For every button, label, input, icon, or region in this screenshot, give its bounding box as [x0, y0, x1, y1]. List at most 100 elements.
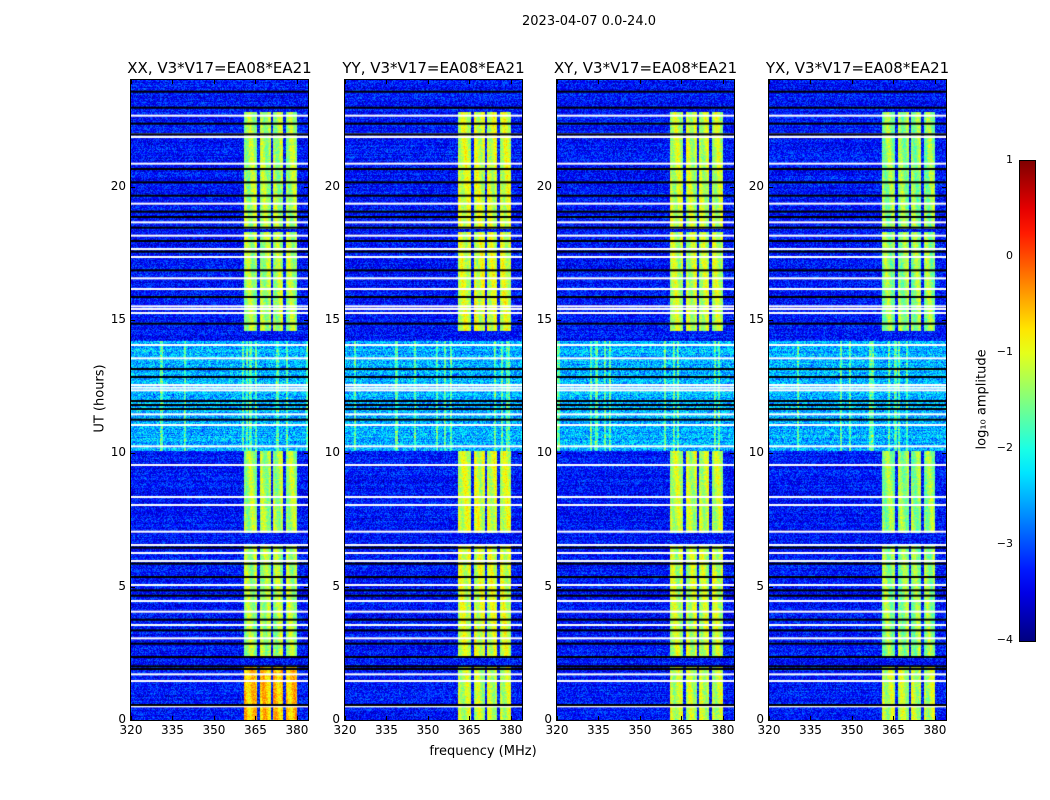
colorbar-label: log₁₀ amplitude [974, 349, 990, 450]
y-tick-label: 15 [748, 312, 764, 326]
x-tick-mark [934, 80, 936, 84]
x-tick-mark [345, 80, 346, 84]
colorbar-tick-label: 1 [1006, 153, 1013, 166]
y-tick-label: 0 [332, 712, 340, 726]
x-tick-label: 335 [799, 723, 822, 737]
x-tick-mark [769, 80, 770, 84]
x-tick-mark [557, 716, 558, 720]
x-tick-mark [681, 80, 683, 84]
x-tick-mark [213, 716, 215, 720]
y-tick-mark [518, 320, 522, 321]
x-tick-mark [131, 716, 132, 720]
y-tick-mark [304, 320, 308, 321]
x-tick-label: 335 [161, 723, 184, 737]
y-tick-mark [942, 720, 946, 721]
x-tick-label: 380 [285, 723, 309, 737]
y-tick-mark [131, 320, 135, 321]
y-tick-label: 5 [756, 578, 764, 593]
y-tick-mark [769, 453, 773, 455]
y-tick-mark [942, 453, 946, 455]
y-tick-mark [345, 453, 349, 455]
y-tick-label: 5 [118, 578, 126, 593]
x-tick-label: 365 [882, 723, 905, 737]
figure-title: 2023-04-07 0.0-24.0 [522, 14, 656, 29]
y-tick-mark [730, 186, 734, 188]
x-tick-mark [469, 716, 471, 720]
y-tick-mark [557, 720, 561, 721]
spectrogram-panel [344, 79, 523, 721]
x-tick-label: 350 [840, 723, 864, 737]
x-tick-mark [934, 716, 936, 720]
y-tick-mark [942, 320, 946, 321]
x-tick-mark [639, 80, 641, 84]
y-tick-label: 10 [110, 445, 126, 460]
x-tick-mark [681, 716, 683, 720]
x-tick-mark [296, 80, 298, 84]
x-tick-label: 335 [587, 723, 610, 737]
x-tick-label: 335 [375, 723, 398, 737]
y-tick-label: 15 [110, 312, 126, 326]
x-tick-mark [639, 716, 641, 720]
panel-title: XX, V3*V17=EA08*EA21 [127, 59, 312, 77]
spectrogram-panel [556, 79, 735, 721]
y-tick-mark [557, 186, 561, 188]
x-tick-label: 380 [923, 723, 947, 737]
x-tick-label: 320 [119, 723, 143, 737]
x-tick-mark [345, 716, 346, 720]
colorbar-tick-label: −4 [996, 633, 1013, 646]
y-tick-mark [518, 720, 522, 721]
y-tick-mark [942, 586, 946, 588]
y-tick-mark [518, 586, 522, 588]
y-tick-mark [304, 586, 308, 588]
x-tick-mark [722, 716, 724, 720]
x-tick-mark [255, 716, 257, 720]
spectrogram-panel [130, 79, 309, 721]
x-tick-label: 320 [333, 723, 357, 737]
x-tick-label: 350 [202, 723, 226, 737]
x-tick-mark [893, 80, 895, 84]
y-tick-mark [345, 586, 349, 588]
x-tick-label: 350 [416, 723, 440, 737]
y-tick-label: 0 [118, 712, 126, 726]
y-axis-label: UT (hours) [92, 364, 108, 433]
x-tick-label: 365 [244, 723, 267, 737]
y-tick-mark [730, 453, 734, 455]
x-tick-mark [172, 80, 174, 84]
y-tick-mark [769, 586, 773, 588]
y-tick-label: 15 [536, 312, 552, 326]
x-tick-mark [131, 80, 132, 84]
y-tick-mark [769, 320, 773, 321]
heatmap-yx [769, 80, 946, 720]
x-tick-mark [510, 80, 512, 84]
heatmap-xx [131, 80, 308, 720]
x-tick-label: 365 [670, 723, 693, 737]
y-tick-label: 0 [756, 712, 764, 726]
y-tick-mark [942, 186, 946, 188]
y-tick-label: 20 [748, 178, 764, 193]
x-tick-mark [557, 80, 558, 84]
x-tick-mark [296, 716, 298, 720]
colorbar-tick-label: 0 [1006, 249, 1013, 262]
x-tick-mark [386, 80, 388, 84]
panel-title: YX, V3*V17=EA08*EA21 [765, 59, 950, 77]
x-tick-mark [810, 716, 812, 720]
y-tick-mark [345, 320, 349, 321]
x-tick-mark [427, 80, 429, 84]
x-tick-mark [172, 716, 174, 720]
x-tick-label: 380 [499, 723, 523, 737]
y-tick-mark [345, 720, 349, 721]
panel-title: YY, V3*V17=EA08*EA21 [342, 59, 525, 77]
y-tick-mark [518, 453, 522, 455]
x-tick-label: 320 [757, 723, 781, 737]
colorbar-tick-label: −1 [996, 345, 1013, 358]
y-tick-mark [131, 586, 135, 588]
x-axis-label: frequency (MHz) [429, 744, 537, 759]
y-tick-mark [730, 586, 734, 588]
y-tick-label: 10 [536, 445, 552, 460]
x-tick-mark [769, 716, 770, 720]
y-tick-label: 20 [110, 178, 126, 193]
colorbar [1019, 160, 1036, 642]
y-tick-mark [557, 586, 561, 588]
y-tick-mark [131, 186, 135, 188]
heatmap-yy [345, 80, 522, 720]
